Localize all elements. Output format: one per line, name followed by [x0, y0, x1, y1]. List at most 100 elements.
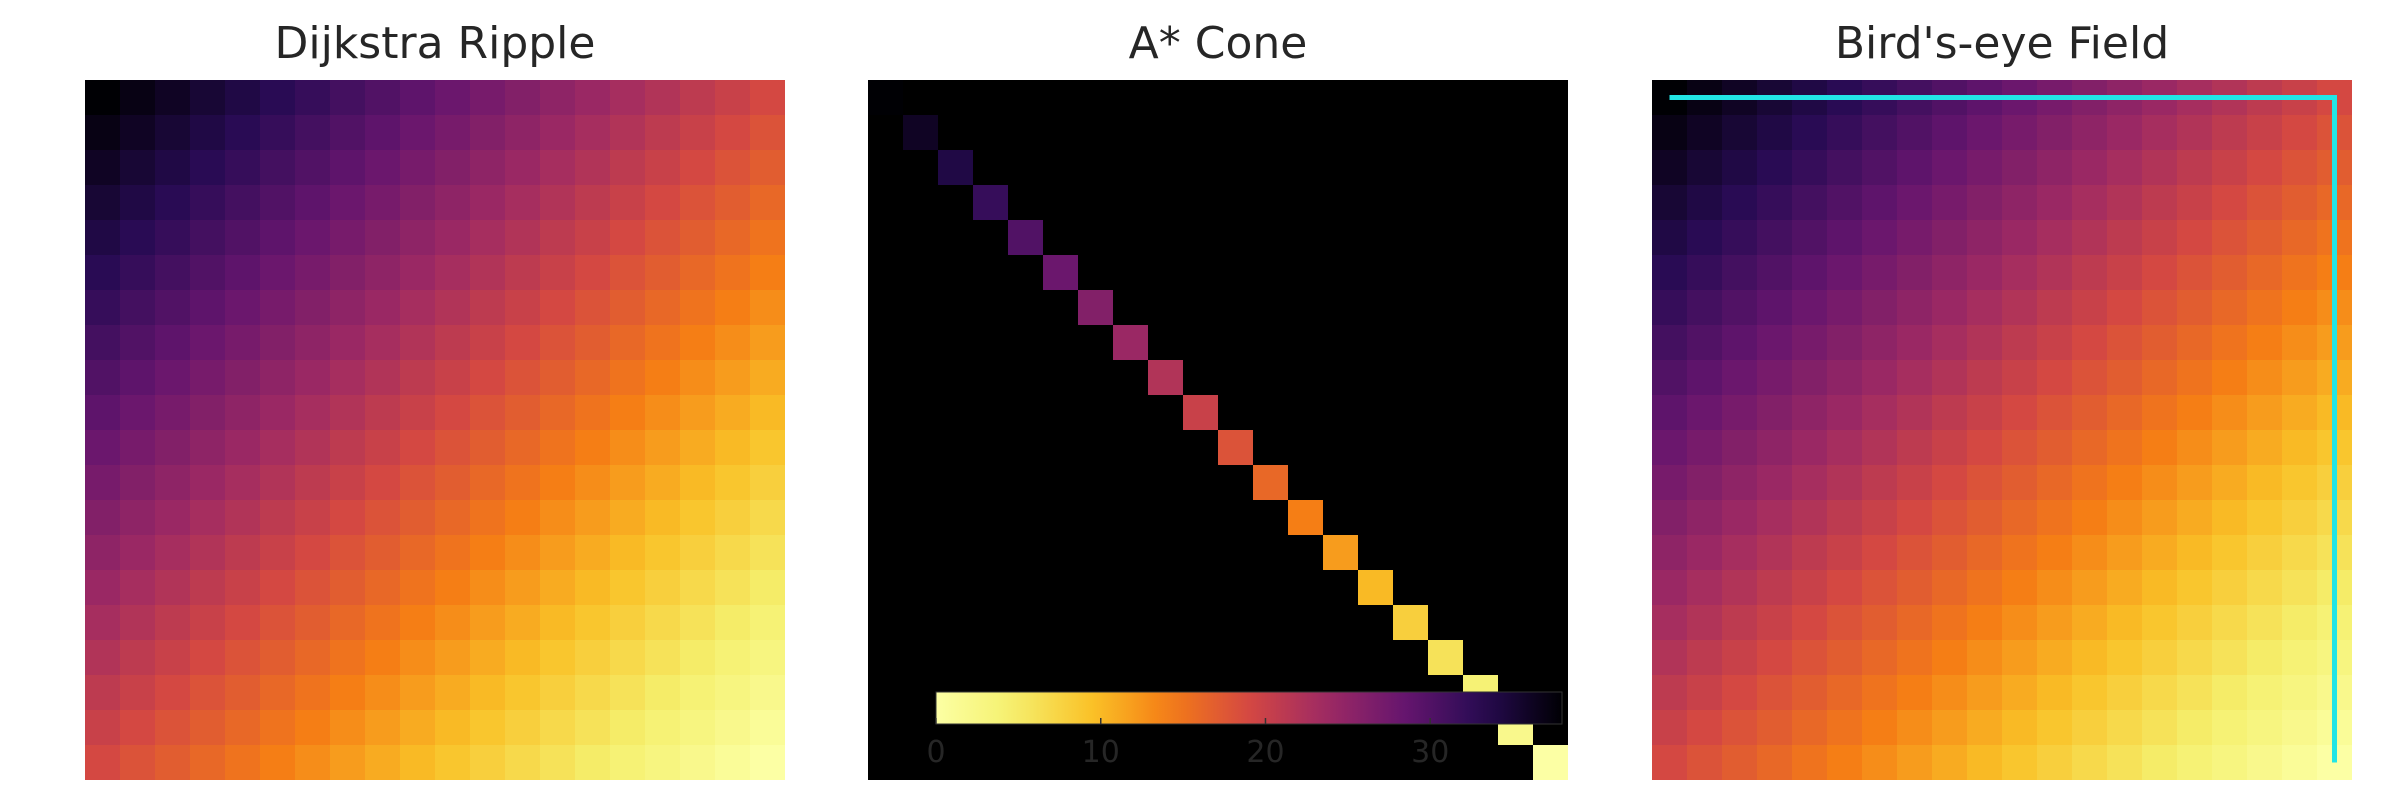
- dijkstra-cell-14-0: [85, 570, 121, 606]
- birdseye-cell-2-8: [1932, 150, 1968, 186]
- dijkstra-cell-18-13: [540, 710, 576, 746]
- dijkstra-cell-3-13: [540, 185, 576, 221]
- birdseye-cell-10-18: [2282, 430, 2318, 466]
- dijkstra-cell-7-19: [750, 325, 785, 361]
- dijkstra-cell-0-8: [365, 80, 401, 116]
- dijkstra-cell-16-17: [680, 640, 716, 676]
- dijkstra-cell-10-3: [190, 430, 226, 466]
- birdseye-cell-13-12: [2072, 535, 2108, 571]
- dijkstra-cell-15-4: [225, 605, 261, 641]
- dijkstra-cell-10-17: [680, 430, 716, 466]
- dijkstra-cell-1-16: [645, 115, 681, 151]
- dijkstra-cell-13-3: [190, 535, 226, 571]
- dijkstra-cell-7-7: [330, 325, 366, 361]
- birdseye-cell-17-1: [1687, 675, 1723, 711]
- birdseye-cell-15-16: [2212, 605, 2248, 641]
- dijkstra-cell-13-14: [575, 535, 611, 571]
- birdseye-cell-14-11: [2037, 570, 2073, 606]
- dijkstra-cell-1-7: [330, 115, 366, 151]
- birdseye-cell-15-14: [2142, 605, 2178, 641]
- birdseye-cell-14-15: [2177, 570, 2213, 606]
- dijkstra-cell-4-12: [505, 220, 541, 256]
- birdseye-cell-2-6: [1862, 150, 1898, 186]
- birdseye-cell-6-1: [1687, 290, 1723, 326]
- birdseye-cell-8-0: [1652, 360, 1688, 396]
- dijkstra-cell-10-13: [540, 430, 576, 466]
- dijkstra-cell-13-12: [505, 535, 541, 571]
- birdseye-cell-17-18: [2282, 675, 2318, 711]
- birdseye-cell-15-6: [1862, 605, 1898, 641]
- birdseye-cell-10-13: [2107, 430, 2143, 466]
- birdseye-cell-11-9: [1967, 465, 2003, 501]
- dijkstra-cell-7-14: [575, 325, 611, 361]
- dijkstra-cell-18-7: [330, 710, 366, 746]
- birdseye-cell-11-2: [1722, 465, 1758, 501]
- dijkstra-cell-0-1: [120, 80, 156, 116]
- birdseye-cell-3-5: [1827, 185, 1863, 221]
- birdseye-cell-15-4: [1792, 605, 1828, 641]
- birdseye-cell-18-0: [1652, 710, 1688, 746]
- astar-visited-cell-3: [973, 185, 1008, 220]
- dijkstra-cell-13-11: [470, 535, 506, 571]
- dijkstra-cell-16-8: [365, 640, 401, 676]
- dijkstra-cell-9-13: [540, 395, 576, 431]
- birdseye-cell-13-16: [2212, 535, 2248, 571]
- birdseye-cell-1-6: [1862, 115, 1898, 151]
- dijkstra-cell-5-18: [715, 255, 751, 291]
- birdseye-cell-9-2: [1722, 395, 1758, 431]
- dijkstra-cell-1-13: [540, 115, 576, 151]
- astar-colorbar-tick-label-2: 20: [1246, 735, 1284, 770]
- birdseye-cell-17-17: [2247, 675, 2283, 711]
- dijkstra-cell-2-12: [505, 150, 541, 186]
- dijkstra-cell-16-5: [260, 640, 296, 676]
- birdseye-cell-8-13: [2107, 360, 2143, 396]
- dijkstra-cell-1-5: [260, 115, 296, 151]
- dijkstra-cell-8-2: [155, 360, 191, 396]
- birdseye-cell-15-0: [1652, 605, 1688, 641]
- dijkstra-cell-19-0: [85, 745, 121, 780]
- dijkstra-cell-9-4: [225, 395, 261, 431]
- dijkstra-cell-5-6: [295, 255, 331, 291]
- heatmap-birdseye-svg: [1652, 80, 2352, 780]
- dijkstra-cell-14-13: [540, 570, 576, 606]
- dijkstra-cell-10-14: [575, 430, 611, 466]
- dijkstra-cell-12-12: [505, 500, 541, 536]
- dijkstra-cell-19-10: [435, 745, 471, 780]
- dijkstra-cell-13-8: [365, 535, 401, 571]
- dijkstra-cell-15-1: [120, 605, 156, 641]
- birdseye-cell-17-12: [2072, 675, 2108, 711]
- dijkstra-cell-6-3: [190, 290, 226, 326]
- birdseye-cell-15-10: [2002, 605, 2038, 641]
- birdseye-cell-14-7: [1897, 570, 1933, 606]
- birdseye-cell-1-7: [1897, 115, 1933, 151]
- dijkstra-cell-8-16: [645, 360, 681, 396]
- dijkstra-cell-6-14: [575, 290, 611, 326]
- dijkstra-cell-19-11: [470, 745, 506, 780]
- dijkstra-cell-11-14: [575, 465, 611, 501]
- dijkstra-cell-3-15: [610, 185, 646, 221]
- dijkstra-cell-13-9: [400, 535, 436, 571]
- dijkstra-cell-2-4: [225, 150, 261, 186]
- astar-visited-cell-15: [1393, 605, 1428, 640]
- dijkstra-cell-11-17: [680, 465, 716, 501]
- dijkstra-cell-19-8: [365, 745, 401, 780]
- birdseye-cell-16-11: [2037, 640, 2073, 676]
- dijkstra-cell-17-2: [155, 675, 191, 711]
- dijkstra-cell-1-17: [680, 115, 716, 151]
- dijkstra-cell-17-12: [505, 675, 541, 711]
- dijkstra-cell-14-9: [400, 570, 436, 606]
- dijkstra-cell-3-16: [645, 185, 681, 221]
- dijkstra-cell-11-5: [260, 465, 296, 501]
- birdseye-cell-19-2: [1722, 745, 1758, 780]
- birdseye-cell-13-14: [2142, 535, 2178, 571]
- birdseye-cell-17-14: [2142, 675, 2178, 711]
- dijkstra-cell-8-15: [610, 360, 646, 396]
- dijkstra-cell-6-1: [120, 290, 156, 326]
- dijkstra-cell-13-7: [330, 535, 366, 571]
- dijkstra-cell-19-17: [680, 745, 716, 780]
- dijkstra-cell-6-18: [715, 290, 751, 326]
- dijkstra-cell-6-15: [610, 290, 646, 326]
- birdseye-cell-9-14: [2142, 395, 2178, 431]
- birdseye-cell-18-1: [1687, 710, 1723, 746]
- dijkstra-cell-5-8: [365, 255, 401, 291]
